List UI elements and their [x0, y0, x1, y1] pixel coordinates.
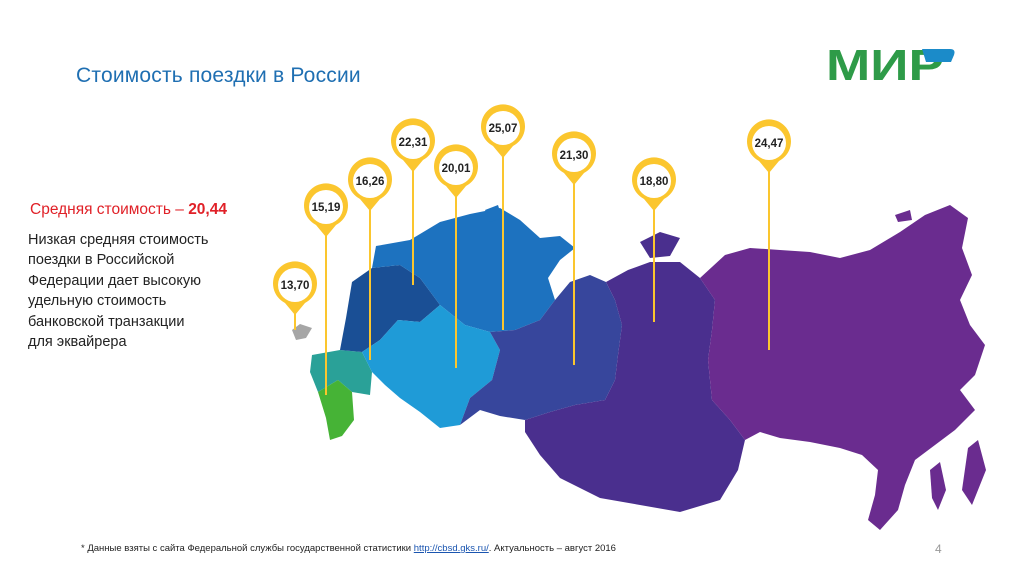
price-pin: 16,26	[348, 157, 393, 360]
pin-inner	[637, 164, 671, 198]
source-link[interactable]: http://cbsd.gks.ru/	[413, 543, 489, 554]
region-northwest	[372, 208, 575, 332]
pin-value: 22,31	[399, 137, 428, 149]
island-kamchatka	[962, 440, 986, 505]
pin-value: 18,80	[640, 176, 669, 188]
price-pin: 20,01	[433, 144, 478, 368]
footnote: * Данные взяты с сайта Федеральной служб…	[81, 543, 616, 554]
average-cost-label: Средняя стоимость –	[30, 201, 189, 218]
pin-value: 21,30	[560, 150, 589, 162]
price-pin: 24,47	[747, 119, 791, 350]
page-title: Стоимость поездки в России	[76, 64, 361, 87]
average-cost: Средняя стоимость – 20,44	[30, 201, 227, 219]
region-crimea	[292, 324, 312, 340]
pin-inner	[309, 190, 343, 224]
island-taimyr	[640, 232, 680, 258]
pin-inner	[396, 125, 430, 159]
pin-value: 20,01	[442, 163, 471, 175]
pin-value: 25,07	[489, 123, 518, 135]
pin-value: 16,26	[356, 176, 385, 188]
pin-value: 13,70	[281, 280, 310, 292]
region-far-east	[700, 205, 985, 530]
island-sakhalin	[930, 462, 946, 510]
pin-inner	[278, 268, 312, 302]
pin-inner	[752, 126, 786, 160]
region-siberia	[525, 262, 745, 512]
mir-logo: МИР	[826, 42, 955, 84]
region-ural	[460, 275, 622, 425]
footnote-text: * Данные взяты с сайта Федеральной служб…	[81, 543, 414, 554]
page-number: 4	[935, 542, 942, 556]
pin-value: 24,47	[755, 138, 784, 150]
region-central	[340, 265, 440, 352]
footnote-suffix: . Актуальность – август 2016	[488, 543, 616, 554]
price-pin: 25,07	[480, 104, 525, 330]
description-text: Низкая средняя стоимость поездки в Росси…	[28, 232, 209, 351]
price-pin: 21,30	[552, 131, 597, 365]
average-cost-value: 20,44	[188, 201, 227, 218]
price-pins: 13,70 15,19 16,26 22,31 20,01 25,07 21,30 18,80…	[273, 104, 791, 395]
pin-inner	[557, 138, 591, 172]
pin-value: 15,19	[312, 202, 341, 214]
price-pin: 22,31	[391, 118, 436, 285]
pin-inner	[353, 164, 387, 198]
price-pin: 15,19	[304, 183, 348, 395]
island-novaya-zemlya	[485, 205, 502, 222]
region-volga	[362, 305, 500, 428]
price-pin: 18,80	[632, 157, 676, 322]
pin-inner	[486, 111, 520, 145]
island-wrangel	[895, 210, 912, 222]
price-pin: 13,70	[273, 261, 318, 330]
pin-inner	[439, 151, 473, 185]
